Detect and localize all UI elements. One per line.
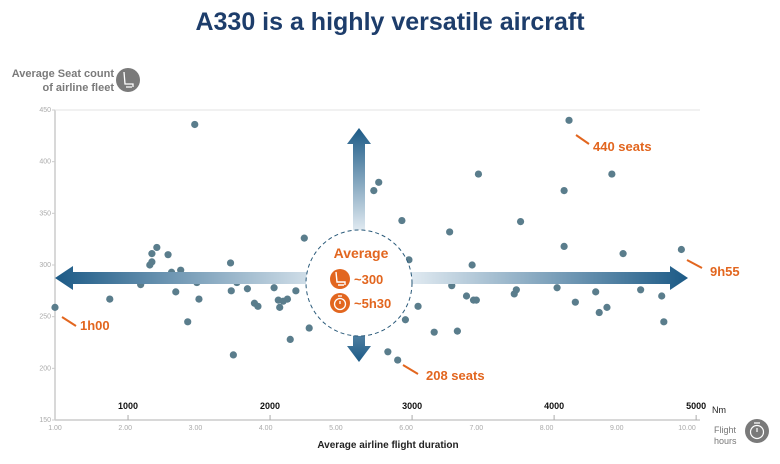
x-unit-line2: hours bbox=[714, 436, 737, 446]
data-point bbox=[516, 218, 525, 226]
y-axis-label: Average Seat count of airline fleet bbox=[11, 68, 114, 94]
data-point bbox=[401, 316, 410, 324]
secondary-unit-label: Nm bbox=[712, 405, 726, 415]
x-tick-label: 10.00 bbox=[678, 425, 696, 432]
x-tick-label: 4.00 bbox=[259, 425, 273, 432]
x-tick-label: 6.00 bbox=[399, 425, 413, 432]
data-point bbox=[472, 296, 480, 304]
nm-tick-label: 2000 bbox=[260, 401, 280, 411]
data-point bbox=[148, 258, 156, 266]
data-point bbox=[283, 295, 292, 303]
seat-icon bbox=[116, 68, 140, 92]
y-tick-label: 150 bbox=[39, 417, 51, 424]
data-point bbox=[195, 295, 203, 303]
nm-tick-label: 3000 bbox=[402, 401, 422, 411]
y-tick-label: 400 bbox=[39, 159, 51, 166]
data-point bbox=[254, 302, 262, 310]
annotation-max-duration: 9h55 bbox=[710, 264, 740, 279]
data-point bbox=[658, 292, 666, 300]
x-unit-label: Flight hours bbox=[714, 425, 737, 446]
seat-icon bbox=[330, 269, 350, 289]
data-point bbox=[172, 288, 180, 296]
stopwatch-icon bbox=[330, 293, 350, 313]
data-point bbox=[394, 356, 402, 364]
data-point bbox=[512, 286, 520, 294]
data-point bbox=[595, 308, 603, 317]
data-point bbox=[191, 120, 199, 129]
data-point bbox=[619, 250, 627, 258]
x-axis-label: Average airline flight duration bbox=[317, 440, 458, 451]
data-point bbox=[229, 351, 237, 359]
annotation-min-duration: 1h00 bbox=[80, 318, 110, 333]
annotation-max-seats: 440 seats bbox=[593, 139, 652, 154]
nm-tick-label: 1000 bbox=[118, 401, 138, 411]
y-tick-label: 200 bbox=[39, 365, 51, 372]
data-point bbox=[398, 216, 406, 225]
data-point bbox=[565, 116, 573, 124]
average-seats: ~300 bbox=[354, 272, 383, 287]
x-tick-label: 3.00 bbox=[189, 425, 203, 432]
x-tick-label: 8.00 bbox=[540, 425, 554, 432]
x-tick-label: 7.00 bbox=[470, 425, 484, 432]
data-point bbox=[571, 298, 579, 306]
data-point bbox=[227, 287, 235, 295]
data-point bbox=[292, 287, 300, 295]
nm-tick-label: 4000 bbox=[544, 401, 564, 411]
data-point bbox=[148, 250, 156, 258]
data-point bbox=[637, 286, 645, 294]
x-tick-label: 2.00 bbox=[118, 425, 132, 432]
y-tick-label: 350 bbox=[39, 210, 51, 217]
data-point bbox=[430, 328, 438, 336]
data-point bbox=[286, 335, 294, 343]
data-point bbox=[560, 242, 568, 250]
data-point bbox=[51, 303, 59, 311]
x-tick-label: 1.00 bbox=[48, 425, 62, 432]
chart-title: A330 is a highly versatile aircraft bbox=[195, 8, 585, 36]
stopwatch-icon bbox=[745, 419, 769, 443]
data-point bbox=[453, 327, 461, 335]
data-point bbox=[384, 348, 392, 356]
data-point bbox=[226, 259, 235, 267]
x-tick-label: 5.00 bbox=[329, 425, 343, 432]
average-label: Average bbox=[334, 245, 389, 261]
data-point bbox=[375, 178, 383, 186]
x-tick-label: 9.00 bbox=[610, 425, 624, 432]
y-tick-label: 250 bbox=[39, 314, 51, 321]
data-point bbox=[153, 243, 161, 252]
data-point bbox=[468, 261, 476, 269]
data-point bbox=[276, 303, 284, 311]
data-point bbox=[446, 228, 454, 236]
data-point bbox=[592, 288, 600, 296]
data-point bbox=[474, 170, 483, 178]
x-unit-line1: Flight bbox=[714, 425, 737, 435]
data-point bbox=[243, 285, 252, 293]
average-duration: ~5h30 bbox=[354, 296, 391, 311]
data-point bbox=[300, 234, 308, 242]
data-point bbox=[603, 303, 611, 311]
data-point bbox=[560, 187, 568, 195]
data-point bbox=[106, 295, 114, 303]
data-point bbox=[677, 245, 685, 254]
data-point bbox=[608, 170, 616, 178]
y-tick-label: 450 bbox=[39, 107, 51, 114]
data-point bbox=[660, 318, 668, 326]
data-point bbox=[553, 284, 561, 292]
y-tick-label: 300 bbox=[39, 262, 51, 269]
nm-tick-label: 5000 bbox=[686, 401, 706, 411]
data-point bbox=[414, 302, 422, 310]
data-point bbox=[462, 292, 471, 300]
data-point bbox=[305, 324, 313, 332]
data-point bbox=[177, 266, 185, 274]
data-point bbox=[270, 284, 278, 292]
data-point bbox=[164, 251, 172, 259]
annotation-min-seats: 208 seats bbox=[426, 368, 485, 383]
data-point bbox=[184, 318, 192, 326]
data-point bbox=[370, 187, 378, 195]
